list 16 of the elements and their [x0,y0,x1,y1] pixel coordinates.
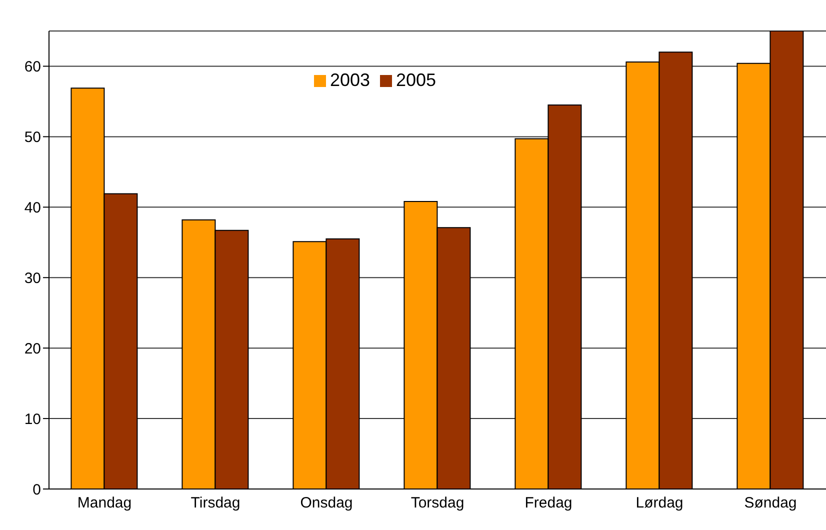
x-tick-label: Onsdag [300,494,353,512]
y-tick-label: 20 [24,340,41,358]
y-tick-label: 60 [24,58,41,76]
y-tick-label: 50 [24,129,41,146]
x-tick-label: Lørdag [636,494,684,512]
y-tick-label: 40 [24,199,41,216]
x-tick-label: Mandag [77,494,132,512]
y-tick-label: 30 [24,270,41,287]
y-tick-label: 0 [32,481,41,498]
legend-label: 2005 [396,70,436,90]
y-tick-label: 10 [24,410,41,428]
x-tick-label: Tirsdag [190,494,240,512]
x-tick-label: Torsdag [410,494,464,512]
x-tick-label: Søndag [744,494,797,512]
legend-label: 2003 [330,70,370,90]
x-tick-label: Fredag [524,494,572,512]
